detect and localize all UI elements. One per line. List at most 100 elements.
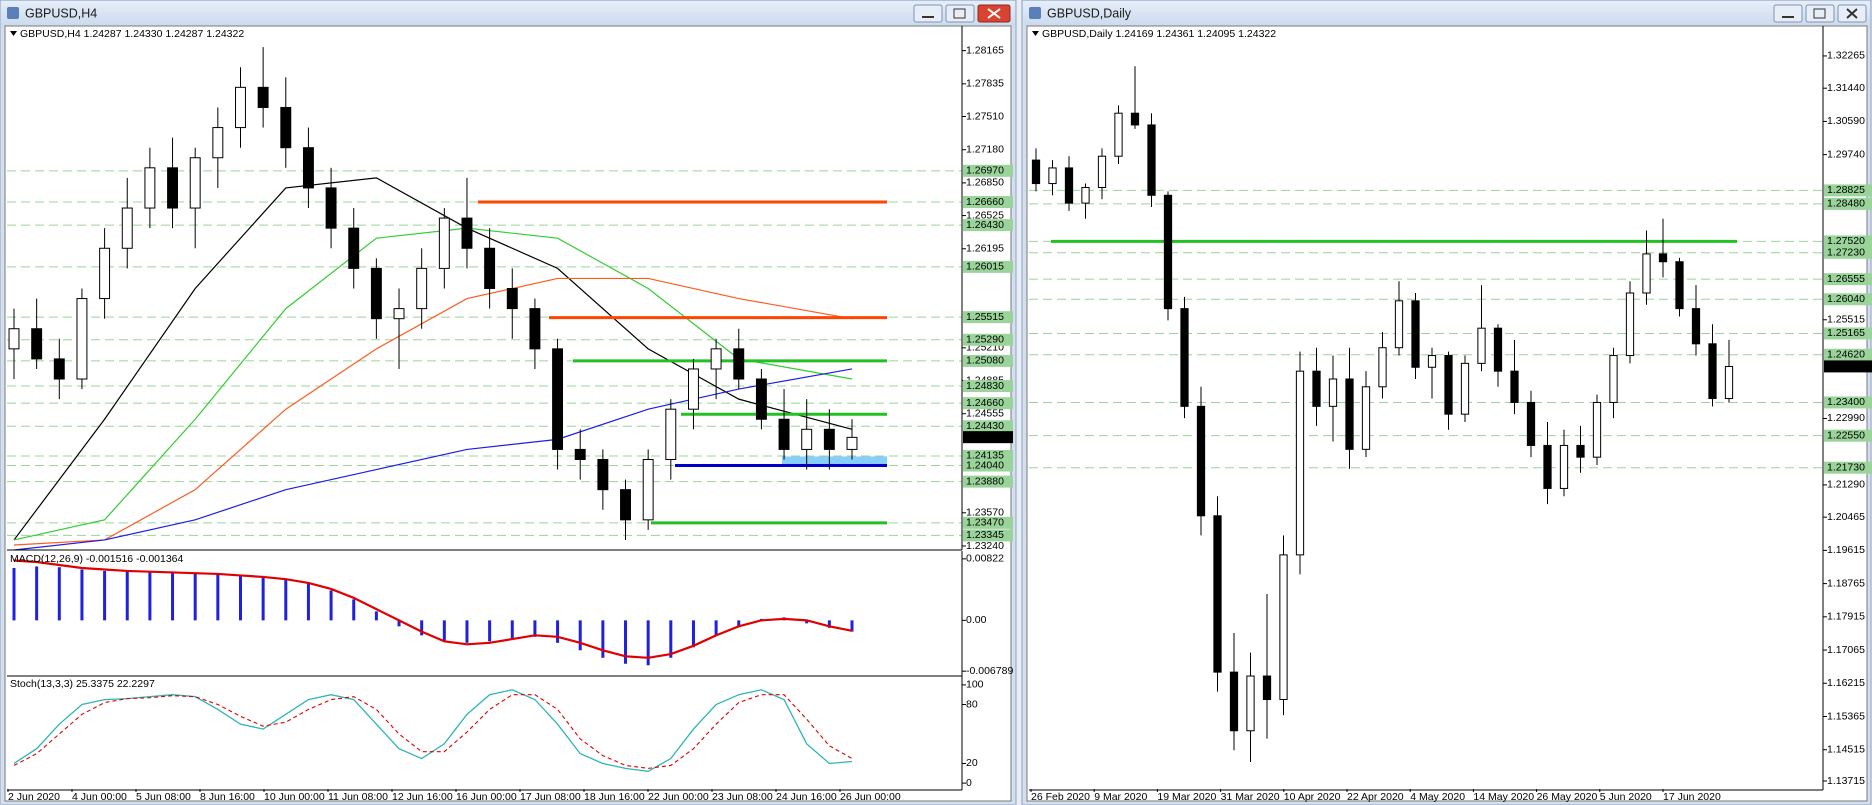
minimize-button[interactable]: [913, 4, 943, 23]
y-tick-label: 20: [966, 757, 978, 769]
y-tick-label: 80: [966, 698, 978, 710]
candle-body: [1493, 327, 1503, 372]
candle-body: [620, 489, 631, 521]
level-label: 1.24040: [966, 459, 1004, 471]
y-tick-label: -0.006789: [966, 665, 1013, 677]
level-label: 1.27230: [1827, 247, 1865, 259]
y-tick-label: 0.00: [966, 614, 987, 626]
y-tick-label: 1.23570: [966, 507, 1004, 519]
candle-body: [189, 157, 201, 209]
candle-body: [687, 368, 699, 410]
candle-body: [1427, 355, 1437, 368]
level-label: 1.24135: [966, 450, 1004, 462]
candle-body: [370, 267, 382, 320]
window-title: GBPUSD,H4: [25, 6, 97, 20]
candle-body: [235, 86, 246, 129]
candle-body: [1510, 370, 1519, 403]
candle-body: [1097, 155, 1107, 188]
level-label-bg: [1824, 246, 1872, 259]
level-label: 1.26970: [966, 165, 1004, 177]
candle-body: [552, 348, 564, 450]
minimize-button[interactable]: [1773, 4, 1803, 23]
level-label: 1.23345: [966, 529, 1004, 541]
candle-body: [1048, 167, 1057, 185]
title-bar: [1, 1, 1015, 26]
y-tick-label: 1.14515: [1827, 744, 1865, 756]
candle-body: [1246, 675, 1255, 732]
candle-body: [1312, 370, 1321, 407]
candle-body: [257, 86, 269, 108]
macd-bar: [646, 620, 650, 666]
candle-body: [1559, 444, 1569, 489]
y-tick-label: 1.26195: [966, 243, 1004, 255]
y-tick-label: 0.00822: [966, 553, 1004, 565]
candle-body: [710, 348, 722, 370]
level-label-bg: [963, 420, 1013, 433]
level-label-bg: [963, 164, 1013, 177]
x-tick-label: 9 Mar 2020: [1094, 791, 1147, 803]
level-label-bg: [963, 475, 1013, 488]
macd-bar: [737, 620, 741, 627]
candle-body: [1444, 355, 1453, 415]
dropdown-arrow: [10, 31, 17, 36]
level-label-bg: [963, 397, 1013, 410]
candle-body: [665, 408, 677, 460]
macd-bar: [624, 620, 628, 664]
candle-body: [348, 227, 360, 269]
level-label: 1.26040: [1827, 293, 1865, 305]
stoch-signal: [13, 694, 853, 769]
macd-bar: [805, 620, 809, 624]
x-tick-label: 26 Jun 00:00: [840, 791, 901, 803]
level-label-bg: [963, 354, 1013, 367]
level-label: 1.23400: [1827, 396, 1865, 408]
restore-button[interactable]: [1805, 4, 1835, 23]
level-label: 1.27520: [1827, 235, 1865, 247]
macd-bar: [125, 571, 129, 621]
level-label: 1.26015: [966, 261, 1004, 273]
candle-body: [1262, 675, 1272, 700]
x-tick-label: 19 Mar 2020: [1157, 791, 1216, 803]
macd-bar: [12, 567, 16, 621]
candle-body: [1130, 112, 1140, 126]
candle-body: [1213, 515, 1222, 673]
candle-body: [461, 217, 473, 249]
x-tick-label: 11 Jun 08:00: [328, 791, 388, 803]
macd-bar: [420, 620, 424, 636]
level-label: 1.25165: [1827, 327, 1865, 339]
candle-body: [416, 267, 428, 310]
y-tick-label: 100: [966, 679, 984, 691]
level-label-bg: [963, 380, 1013, 393]
candle-body: [1592, 401, 1602, 458]
macd-bar: [35, 566, 39, 621]
candle-body: [755, 378, 767, 420]
icon: [987, 8, 1001, 19]
pane-header: MACD(12,26,9) -0.001516 -0.001364: [10, 553, 184, 565]
y-tick-label: 1.21290: [1827, 479, 1865, 491]
y-tick-label: 1.32265: [1827, 50, 1865, 62]
macd-bar: [578, 620, 582, 651]
level-label-bg: [1824, 273, 1872, 286]
candle-body: [1642, 253, 1651, 294]
candle-body: [1229, 671, 1239, 732]
candle-body: [1460, 362, 1470, 415]
level-label: 1.21730: [1827, 461, 1865, 473]
level-label-bg: [963, 529, 1013, 542]
y-tick-label: 1.29740: [1827, 148, 1865, 160]
window-icon: [7, 7, 19, 19]
y-tick-label: 0: [966, 777, 972, 789]
pane-header: GBPUSD,Daily 1.24169 1.24361 1.24095 1.2…: [1042, 28, 1276, 40]
level-label: 1.24660: [966, 397, 1004, 409]
candle-body: [1675, 261, 1684, 310]
x-tick-label: 4 Jun 00:00: [72, 791, 127, 803]
level-label: 1.24430: [966, 420, 1004, 432]
last-price-label: 1.24322: [966, 431, 1004, 443]
restore-button[interactable]: [945, 4, 975, 23]
macd-bar: [57, 567, 61, 621]
level-label-bg: [1824, 184, 1872, 197]
y-tick-label: 1.30590: [1827, 115, 1865, 127]
candle-body: [1081, 186, 1090, 204]
x-tick-label: 16 Jun 00:00: [456, 791, 517, 803]
candle-body: [1147, 124, 1156, 196]
